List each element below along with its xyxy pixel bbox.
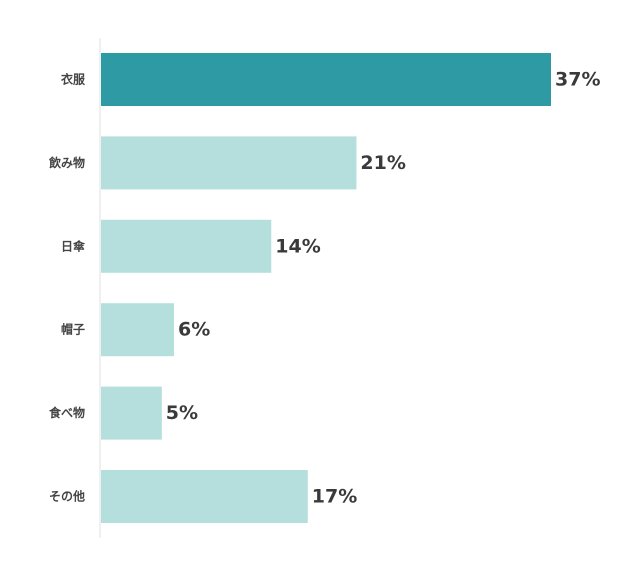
value-labels-group: 37% 21% 14% 6% 5% 17%: [166, 69, 601, 508]
bar-0: [101, 53, 551, 106]
bars-group: [101, 53, 551, 523]
category-label-0: 衣服: [61, 72, 86, 87]
value-label-2: 14%: [275, 235, 320, 257]
value-label-4: 5%: [166, 402, 198, 424]
bar-2: [101, 219, 272, 273]
category-label-1: 飲み物: [48, 155, 85, 170]
category-label-4: 食べ物: [48, 405, 85, 420]
category-label-5: その他: [49, 489, 85, 504]
value-label-0: 37%: [555, 69, 600, 91]
value-label-3: 6%: [178, 319, 210, 341]
bar-5: [101, 470, 308, 523]
bar-4: [101, 386, 162, 440]
bar-1: [101, 136, 357, 190]
value-label-5: 17%: [312, 486, 357, 508]
category-label-2: 日傘: [61, 238, 86, 253]
bar-3: [101, 303, 174, 357]
value-label-1: 21%: [360, 152, 405, 174]
category-label-3: 帽子: [61, 322, 85, 337]
